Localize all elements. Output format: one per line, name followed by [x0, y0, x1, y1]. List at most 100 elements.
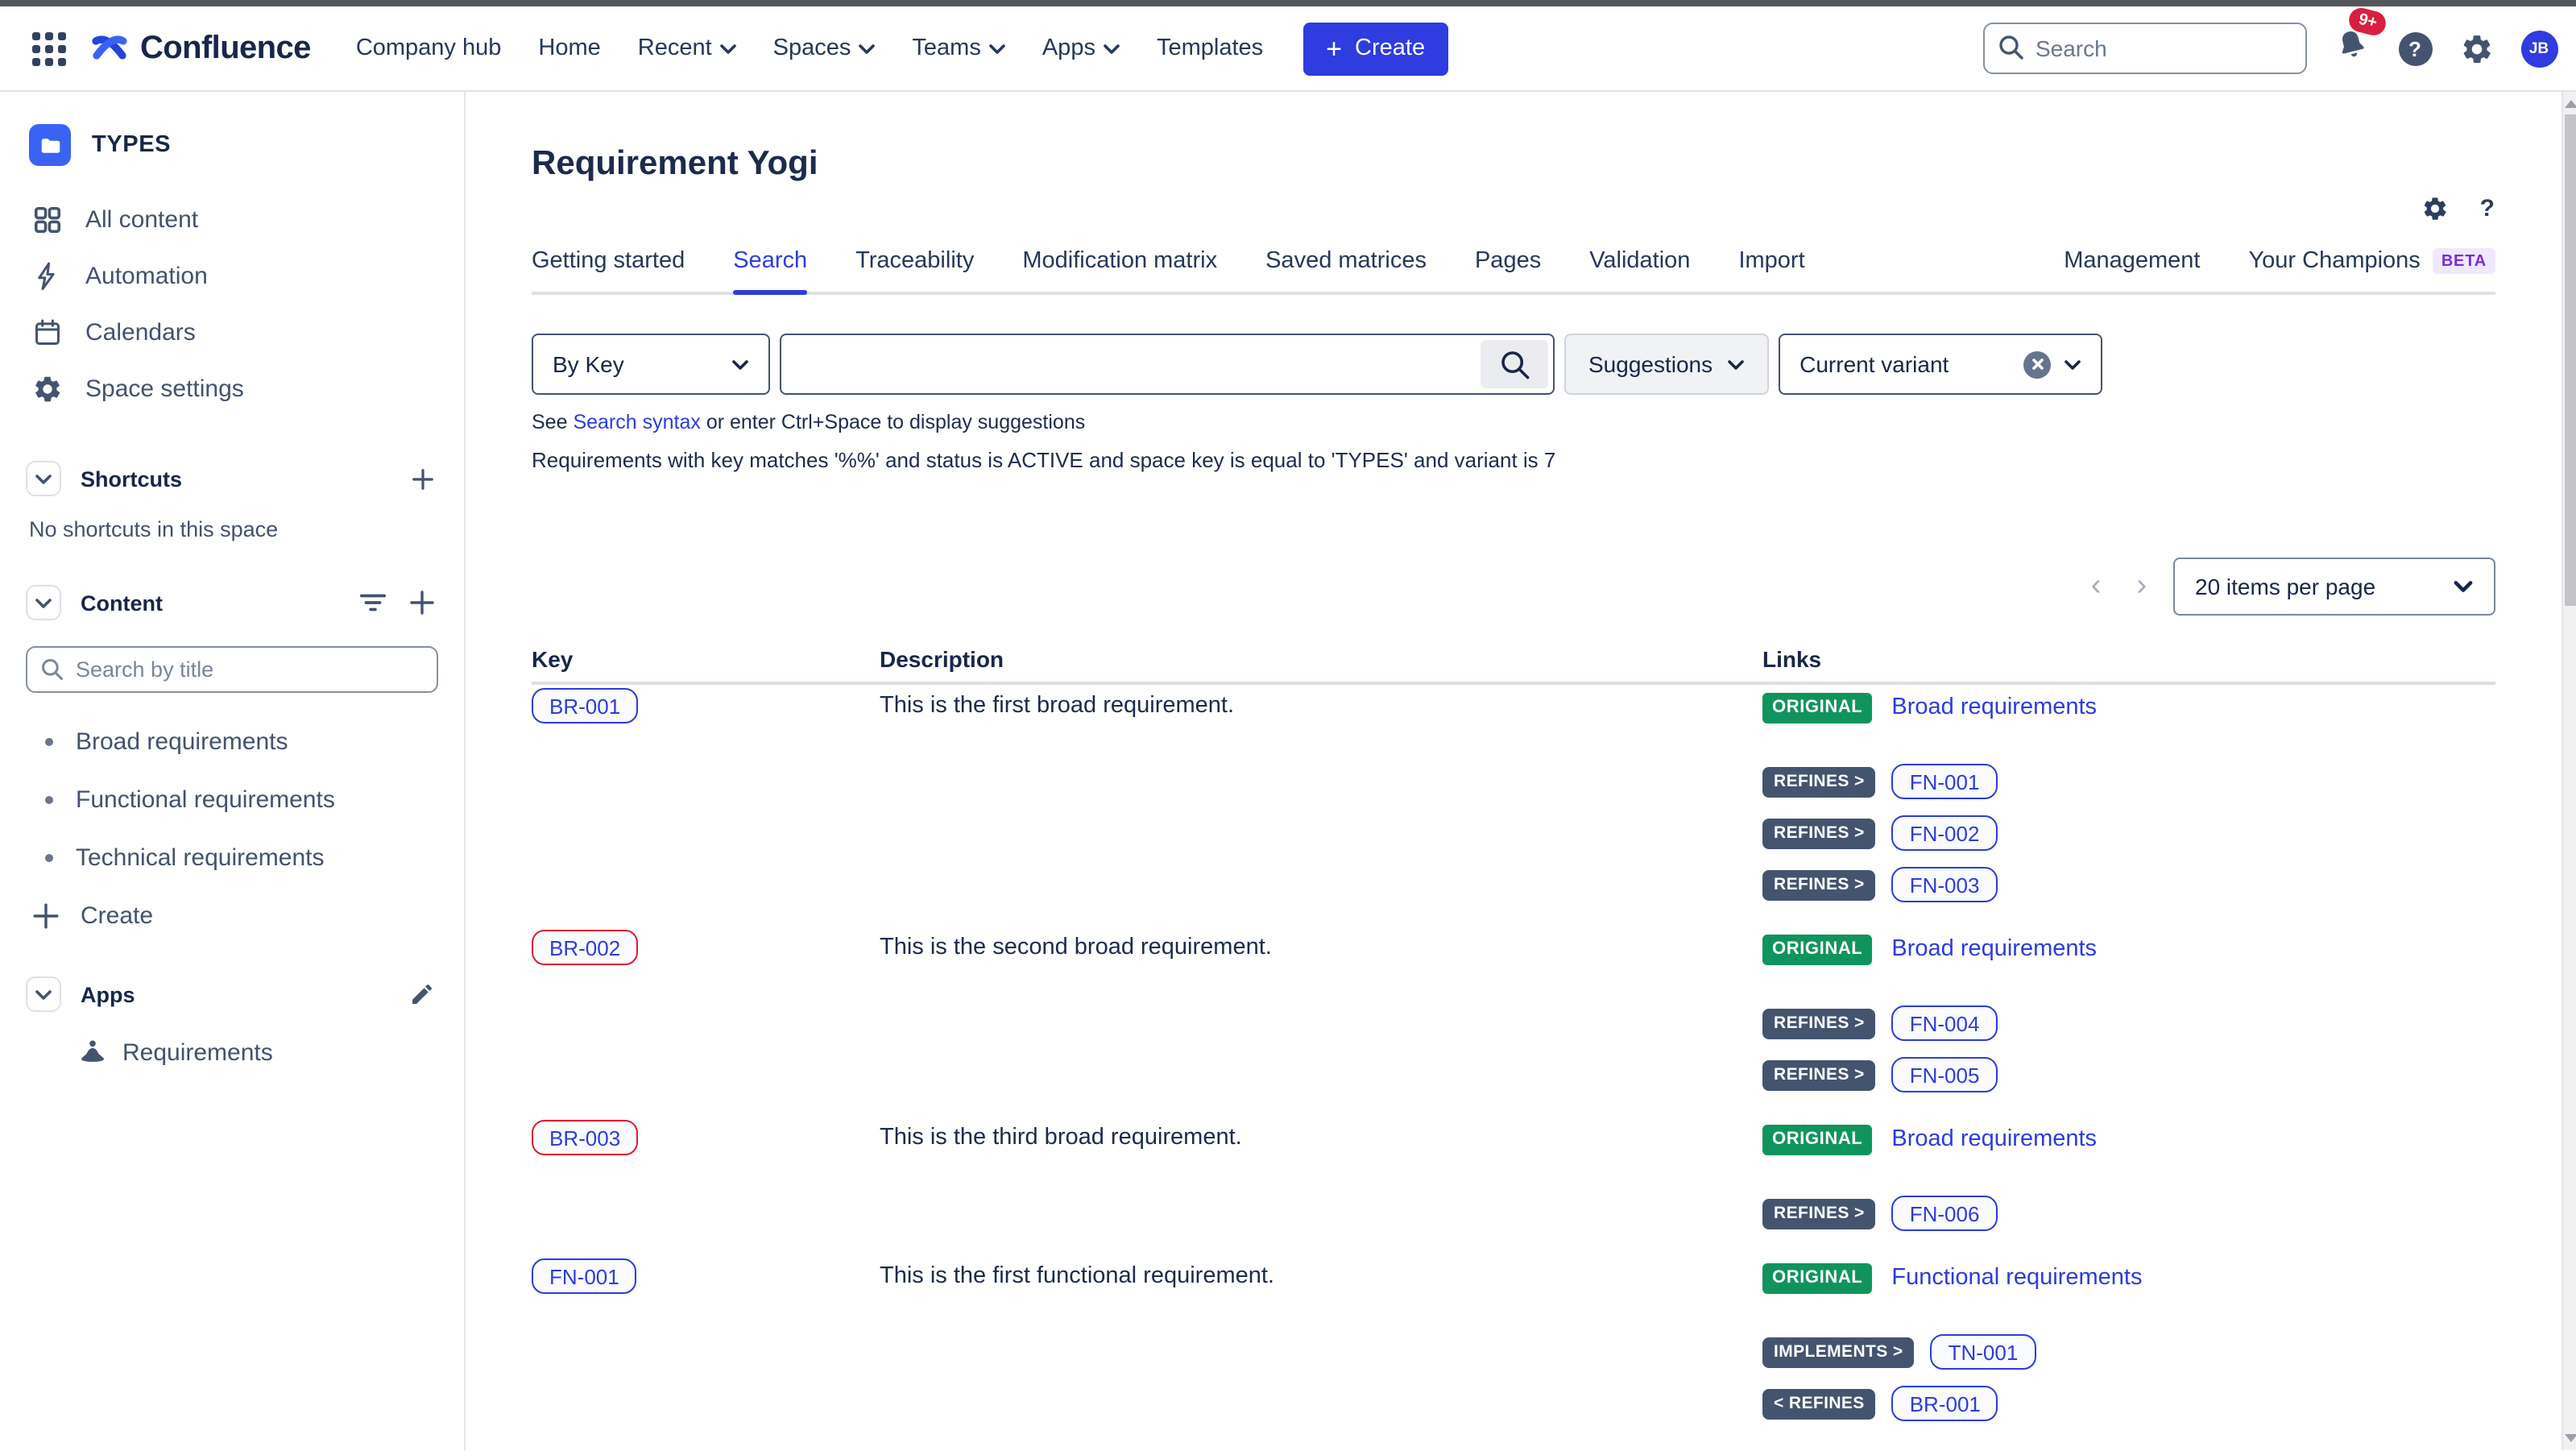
requirement-key-badge[interactable]: FN-001 — [532, 1258, 637, 1294]
key-cell: BR-001 — [532, 688, 880, 904]
shortcuts-section-header: Shortcuts — [26, 461, 438, 496]
page-item-functional-requirements[interactable]: Functional requirements — [26, 770, 438, 828]
shortcuts-empty-note: No shortcuts in this space — [29, 517, 279, 541]
relations-list: IMPLEMENTS > TN-001 < REFINES BR-001 — [1762, 1333, 2495, 1423]
linked-requirement-badge[interactable]: BR-001 — [1891, 1386, 1998, 1421]
key-cell: BR-002 — [532, 930, 880, 1094]
create-button[interactable]: + Create — [1303, 22, 1448, 75]
tab-saved-matrices[interactable]: Saved matrices — [1265, 248, 1427, 274]
global-search-input[interactable] — [1982, 23, 2306, 74]
space-link[interactable]: Broad requirements — [1891, 1126, 2098, 1152]
linked-requirement-badge[interactable]: TN-001 — [1930, 1334, 2036, 1370]
content-section-header: Content — [26, 585, 438, 620]
origin-line: ORIGINAL Broad requirements — [1762, 930, 2495, 968]
relation-badge: REFINES > — [1762, 1059, 1876, 1090]
space-link[interactable]: Broad requirements — [1891, 694, 2098, 720]
tab-your-champions[interactable]: Your Champions — [2248, 248, 2421, 274]
nav-company-hub[interactable]: Company hub — [355, 35, 502, 61]
app-switcher-icon[interactable] — [23, 22, 76, 75]
clear-variant-icon[interactable] — [2023, 350, 2052, 378]
nav-apps[interactable]: Apps — [1042, 35, 1120, 61]
nav-spaces[interactable]: Spaces — [773, 35, 876, 61]
settings-button[interactable] — [2459, 31, 2493, 65]
tab-validation[interactable]: Validation — [1589, 248, 1691, 274]
relation-line: REFINES > FN-001 — [1762, 762, 2495, 801]
apps-section-header: Apps — [26, 976, 438, 1012]
column-header-key: Key — [532, 646, 574, 672]
linked-requirement-badge[interactable]: FN-005 — [1891, 1057, 1998, 1092]
page-title: Requirement Yogi — [532, 145, 818, 182]
tab-import[interactable]: Import — [1738, 248, 1805, 274]
nav-recent[interactable]: Recent — [638, 35, 736, 61]
search-mode-select[interactable]: By Key — [532, 334, 770, 395]
space-link[interactable]: Broad requirements — [1891, 936, 2098, 962]
filter-icon[interactable] — [359, 591, 387, 614]
help-button[interactable]: ? — [2398, 31, 2432, 65]
scrollbar-thumb[interactable] — [2564, 114, 2576, 606]
tab-search[interactable]: Search — [733, 248, 807, 295]
relation-badge: REFINES > — [1762, 766, 1876, 797]
key-cell: BR-003 — [532, 1120, 880, 1233]
suggestions-button[interactable]: Suggestions — [1564, 334, 1770, 395]
space-link[interactable]: Functional requirements — [1891, 1265, 2143, 1291]
top-navigation-bar: Confluence Company hub Home Recent Space… — [0, 4, 2576, 92]
relation-line: REFINES > FN-006 — [1762, 1194, 2495, 1233]
next-page-button[interactable]: › — [2136, 569, 2147, 603]
sidebar-item-requirements-app[interactable]: Requirements — [26, 1025, 438, 1080]
plus-icon: + — [1326, 33, 1343, 64]
tab-getting-started[interactable]: Getting started — [532, 248, 685, 274]
notifications-button[interactable]: 9+ — [2334, 4, 2388, 72]
scroll-up-icon[interactable] — [2564, 100, 2576, 108]
sidebar-item-calendars[interactable]: Calendars — [26, 305, 438, 361]
origin-line: ORIGINAL Functional requirements — [1762, 1258, 2495, 1297]
items-per-page-select[interactable]: 20 items per page — [2172, 558, 2495, 616]
sidebar-item-automation[interactable]: Automation — [26, 248, 438, 305]
relation-badge: IMPLEMENTS > — [1762, 1337, 1915, 1367]
linked-requirement-badge[interactable]: FN-002 — [1891, 815, 1998, 851]
tab-management[interactable]: Management — [2064, 248, 2201, 274]
collapse-apps-button[interactable] — [26, 976, 61, 1012]
page-item-technical-requirements[interactable]: Technical requirements — [26, 828, 438, 886]
tab-traceability[interactable]: Traceability — [855, 248, 975, 274]
nav-templates[interactable]: Templates — [1156, 35, 1264, 61]
page-item-broad-requirements[interactable]: Broad requirements — [26, 712, 438, 770]
sidebar-item-space-settings[interactable]: Space settings — [26, 361, 438, 417]
add-content-icon[interactable] — [409, 590, 435, 616]
tab-modification-matrix[interactable]: Modification matrix — [1022, 248, 1218, 274]
settings-gear-icon[interactable] — [2422, 194, 2450, 222]
search-icon — [1501, 350, 1529, 379]
nav-home[interactable]: Home — [538, 35, 601, 61]
linked-requirement-badge[interactable]: FN-001 — [1891, 764, 1998, 799]
apps-title: Apps — [81, 982, 135, 1006]
search-submit-button[interactable] — [1481, 340, 1548, 388]
search-syntax-link[interactable]: Search syntax — [573, 411, 701, 433]
linked-requirement-badge[interactable]: FN-003 — [1891, 867, 1998, 902]
page-scrollbar[interactable] — [2561, 92, 2576, 1449]
requirement-key-badge[interactable]: BR-002 — [532, 930, 639, 965]
tab-pages[interactable]: Pages — [1474, 248, 1542, 274]
requirement-key-badge[interactable]: BR-003 — [532, 1120, 639, 1155]
requirement-search-input[interactable] — [780, 334, 1555, 395]
collapse-shortcuts-button[interactable] — [26, 461, 61, 496]
nav-teams[interactable]: Teams — [912, 35, 1005, 61]
help-icon[interactable]: ? — [2479, 194, 2495, 222]
collapse-content-button[interactable] — [26, 585, 61, 620]
confluence-logo[interactable]: Confluence — [89, 29, 311, 68]
sidebar-item-all-content[interactable]: All content — [26, 192, 438, 248]
linked-requirement-badge[interactable]: FN-006 — [1891, 1196, 1998, 1231]
gear-icon — [2462, 35, 2490, 62]
column-header-description: Description — [880, 646, 1004, 672]
user-avatar[interactable]: JB — [2520, 30, 2557, 67]
prev-page-button[interactable]: ‹ — [2090, 569, 2102, 603]
description-cell: This is the third broad requirement. — [880, 1125, 1242, 1150]
space-header[interactable]: TYPES — [26, 124, 438, 166]
description-cell: This is the first broad requirement. — [880, 693, 1235, 719]
scroll-down-icon[interactable] — [2564, 1433, 2576, 1441]
content-search-input[interactable] — [26, 646, 438, 693]
requirement-key-badge[interactable]: BR-001 — [532, 688, 639, 723]
pencil-icon[interactable] — [409, 981, 435, 1007]
add-shortcut-icon[interactable] — [411, 466, 435, 491]
sidebar-create-button[interactable]: Create — [26, 886, 438, 944]
linked-requirement-badge[interactable]: FN-004 — [1891, 1005, 1998, 1041]
variant-select[interactable]: Current variant — [1779, 334, 2103, 395]
